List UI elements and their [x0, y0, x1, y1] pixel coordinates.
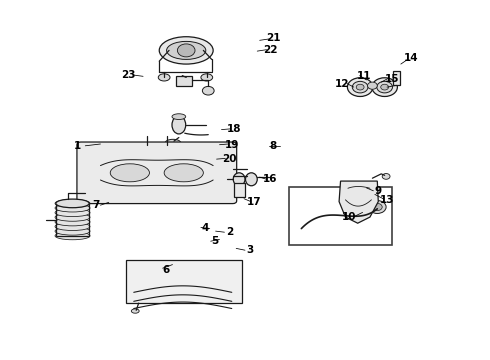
Text: 14: 14	[404, 53, 419, 63]
Text: 16: 16	[263, 174, 278, 184]
Text: 18: 18	[227, 124, 242, 134]
Bar	[393, 71, 400, 85]
Text: 7: 7	[92, 200, 99, 210]
Ellipse shape	[172, 114, 186, 120]
Text: 17: 17	[246, 197, 261, 207]
Ellipse shape	[55, 232, 90, 240]
Ellipse shape	[352, 81, 368, 93]
Ellipse shape	[172, 116, 186, 134]
Text: 8: 8	[270, 141, 277, 151]
Text: 5: 5	[211, 236, 218, 246]
Ellipse shape	[245, 173, 257, 186]
Ellipse shape	[110, 164, 149, 182]
Text: 3: 3	[246, 245, 253, 255]
Bar	[234, 183, 245, 197]
Ellipse shape	[56, 199, 89, 208]
Ellipse shape	[201, 74, 213, 81]
Ellipse shape	[177, 44, 195, 57]
Bar	[176, 76, 192, 86]
FancyBboxPatch shape	[77, 142, 237, 204]
Ellipse shape	[382, 174, 390, 179]
Ellipse shape	[55, 199, 90, 207]
Ellipse shape	[55, 213, 90, 221]
Text: 13: 13	[380, 195, 394, 205]
Text: 12: 12	[335, 78, 349, 89]
Text: 20: 20	[222, 154, 237, 164]
Bar	[56, 203, 89, 236]
Ellipse shape	[347, 78, 373, 96]
Ellipse shape	[55, 222, 90, 230]
Text: 11: 11	[356, 71, 371, 81]
Ellipse shape	[159, 37, 213, 64]
Bar	[126, 260, 242, 303]
Ellipse shape	[55, 204, 90, 212]
Ellipse shape	[372, 203, 382, 211]
Text: 10: 10	[342, 212, 356, 222]
Text: 9: 9	[375, 186, 382, 196]
Ellipse shape	[167, 41, 206, 59]
Bar	[289, 187, 392, 245]
Ellipse shape	[131, 309, 139, 313]
Text: 1: 1	[74, 141, 81, 151]
Polygon shape	[339, 181, 378, 223]
Ellipse shape	[202, 86, 214, 95]
Ellipse shape	[381, 84, 389, 90]
Text: 22: 22	[263, 45, 278, 55]
Text: 19: 19	[225, 140, 240, 150]
Text: 21: 21	[266, 33, 281, 43]
Ellipse shape	[55, 227, 90, 235]
Ellipse shape	[377, 81, 392, 93]
Ellipse shape	[372, 78, 397, 96]
Ellipse shape	[356, 84, 364, 90]
Text: 23: 23	[121, 70, 136, 80]
Ellipse shape	[368, 82, 377, 89]
Text: 6: 6	[162, 265, 169, 275]
Ellipse shape	[164, 164, 203, 182]
Text: 4: 4	[201, 222, 209, 233]
Text: 2: 2	[226, 227, 233, 237]
Ellipse shape	[165, 139, 181, 147]
Ellipse shape	[233, 173, 245, 186]
Ellipse shape	[158, 74, 170, 81]
Text: 15: 15	[385, 74, 399, 84]
Ellipse shape	[368, 201, 386, 213]
Ellipse shape	[55, 218, 90, 226]
Ellipse shape	[55, 209, 90, 217]
